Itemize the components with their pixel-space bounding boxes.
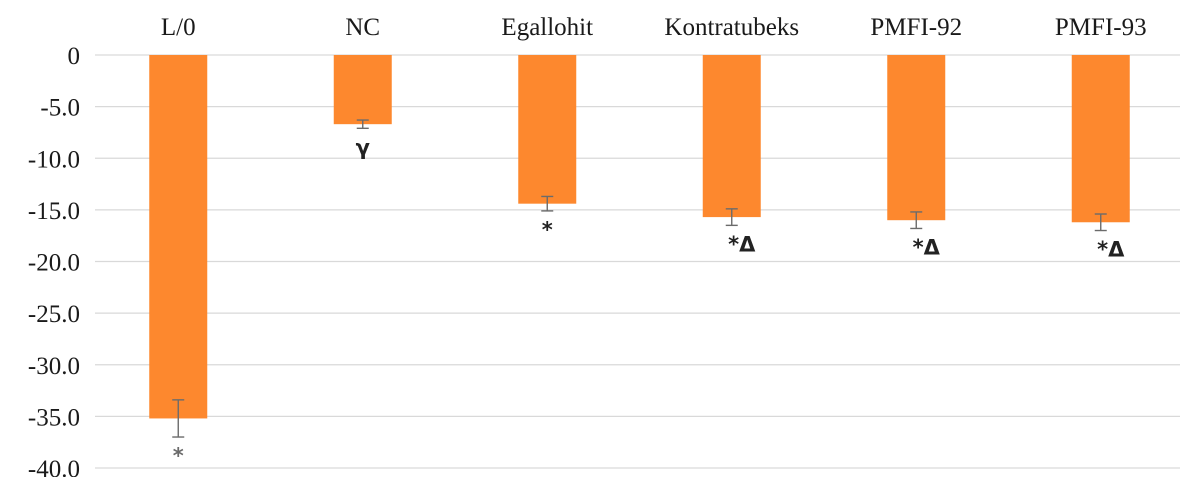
bar bbox=[887, 55, 946, 221]
y-tick-label: -10.0 bbox=[28, 146, 80, 173]
gridlines bbox=[95, 54, 1180, 469]
significance-annotations: * γ * *Δ *Δ *Δ bbox=[173, 135, 1125, 468]
significance-annotation: γ bbox=[356, 135, 370, 159]
bar bbox=[149, 55, 208, 419]
significance-annotation: *Δ bbox=[913, 235, 941, 259]
y-tick-label: -30.0 bbox=[28, 353, 80, 380]
category-label: PMFI-92 bbox=[870, 14, 962, 41]
category-label: Egallohit bbox=[501, 14, 593, 41]
bar bbox=[1071, 55, 1130, 223]
significance-annotation: * bbox=[542, 218, 553, 242]
y-tick-label: -5.0 bbox=[40, 95, 80, 122]
bar bbox=[702, 55, 761, 218]
category-labels: L/0 NC Egallohit Kontratubeks PMFI-92 PMFI-93 bbox=[161, 14, 1147, 41]
category-label: Kontratubeks bbox=[664, 14, 799, 41]
error-bars bbox=[172, 119, 1107, 438]
significance-annotation: *Δ bbox=[728, 232, 756, 256]
significance-annotation: *Δ bbox=[1097, 238, 1125, 262]
bar bbox=[518, 55, 577, 204]
category-label: NC bbox=[345, 14, 380, 41]
significance-annotation: * bbox=[173, 444, 184, 468]
y-tick-label: -15.0 bbox=[28, 198, 80, 225]
y-tick-label: -25.0 bbox=[28, 301, 80, 328]
category-label: PMFI-93 bbox=[1055, 14, 1147, 41]
y-axis-ticks: 0 -5.0 -10.0 -15.0 -20.0 -25.0 -30.0 -35.0 -40.0 bbox=[28, 43, 80, 477]
bar bbox=[333, 55, 392, 125]
category-label: L/0 bbox=[161, 14, 196, 41]
y-tick-label: -40.0 bbox=[28, 456, 80, 477]
y-tick-label: 0 bbox=[68, 43, 81, 70]
bars bbox=[149, 55, 1130, 419]
y-tick-label: -20.0 bbox=[28, 250, 80, 277]
y-tick-label: -35.0 bbox=[28, 404, 80, 431]
